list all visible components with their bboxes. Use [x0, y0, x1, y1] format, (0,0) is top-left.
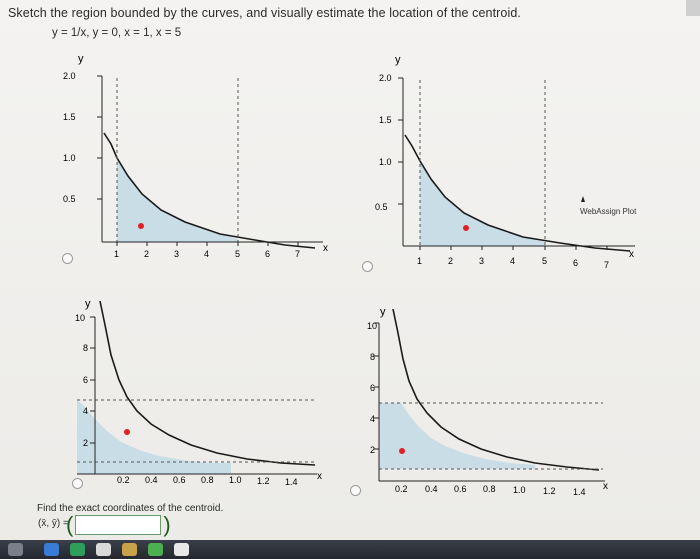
x-axis-label: x	[323, 243, 328, 254]
x-tick: 7	[604, 260, 609, 270]
webassign-watermark: WebAssign Plot	[580, 207, 637, 216]
close-paren: )	[163, 512, 171, 537]
x-tick: 0.2	[117, 475, 130, 485]
y-tick: 1.5	[63, 112, 76, 122]
x-tick: 1.0	[229, 475, 242, 485]
y-tick: 8	[83, 343, 88, 353]
taskbar-app-icon[interactable]	[70, 543, 85, 556]
x-tick: 1.4	[285, 477, 298, 487]
x-tick: 3	[479, 256, 484, 266]
y-tick: 8	[370, 352, 375, 362]
y-axis-label: y	[85, 298, 91, 310]
x-tick: 1.2	[543, 486, 556, 496]
taskbar-app-icon[interactable]	[44, 543, 59, 556]
x-tick: 4	[204, 249, 209, 259]
centroid-answer-group: ( )	[66, 512, 171, 538]
x-tick: 2	[448, 256, 453, 266]
open-paren: (	[66, 512, 74, 537]
x-tick: 0.2	[395, 484, 408, 494]
graph-c-svg: y x 10 8 6 4 2 0.2 0.4 0.6 0.8 1.0 1.2 1…	[75, 298, 322, 487]
equation-text: y = 1/x, y = 0, x = 1, x = 5	[52, 27, 182, 39]
y-axis-label: y	[78, 53, 84, 65]
cursor-icon	[581, 196, 585, 202]
y-tick: 1.0	[379, 157, 392, 167]
question-text: Sketch the region bounded by the curves,…	[8, 6, 521, 20]
x-tick: 4	[510, 256, 515, 266]
y-tick: 6	[370, 383, 375, 393]
x-tick: 0.8	[483, 484, 496, 494]
y-tick: 2.0	[63, 71, 76, 81]
x-tick: 1.0	[513, 485, 526, 495]
y-tick: 10	[367, 321, 377, 331]
x-tick: 0.6	[173, 475, 186, 485]
x-axis-label: x	[603, 481, 608, 492]
x-tick: 5	[235, 249, 240, 259]
centroid-dot	[463, 225, 469, 231]
x-tick: 3	[174, 249, 179, 259]
graph-b-svg: y x 2.0 1.5 1.0 0.5 1 2 3 4 5 6 7 WebAss…	[375, 54, 637, 270]
y-tick: 1.0	[63, 153, 76, 163]
y-tick: 0.5	[63, 194, 76, 204]
x-tick: 1.4	[573, 487, 586, 497]
x-tick: 1	[114, 249, 119, 259]
x-tick: 1	[417, 256, 422, 266]
centroid-dot	[399, 448, 405, 454]
y-tick: 2.0	[379, 73, 392, 83]
y-tick: 0.5	[375, 202, 388, 212]
y-tick: 6	[83, 375, 88, 385]
taskbar-app-icon[interactable]	[148, 543, 163, 556]
x-tick: 6	[573, 258, 578, 268]
y-tick: 10	[75, 313, 85, 323]
centroid-answer-input[interactable]	[75, 515, 162, 535]
x-tick: 0.4	[425, 484, 438, 494]
y-tick: 4	[370, 414, 375, 424]
centroid-coords-label: (x̄, ȳ) =	[38, 518, 69, 529]
x-tick: 1.2	[257, 476, 270, 486]
find-centroid-prompt: Find the exact coordinates of the centro…	[37, 503, 224, 514]
y-axis-label: y	[380, 306, 386, 318]
radio-option-b[interactable]	[362, 261, 373, 272]
graph-option-b[interactable]: y x 2.0 1.5 1.0 0.5 1 2 3 4 5 6 7 WebAss…	[355, 50, 655, 280]
graph-option-d[interactable]: y x 10 8 6 4 2 0.2 0.4 0.6 0.8 1.0 1.2 1…	[355, 303, 645, 508]
y-tick: 2	[370, 445, 375, 455]
x-tick: 0.8	[201, 475, 214, 485]
taskbar-app-icon[interactable]	[122, 543, 137, 556]
centroid-dot	[138, 223, 144, 229]
x-tick: 6	[265, 249, 270, 259]
x-tick: 0.4	[145, 475, 158, 485]
radio-option-c[interactable]	[72, 478, 83, 489]
x-tick: 5	[542, 256, 547, 266]
radio-option-d[interactable]	[350, 485, 361, 496]
centroid-dot	[124, 429, 130, 435]
y-tick: 2	[83, 438, 88, 448]
window-corner	[686, 0, 700, 16]
x-tick: 0.6	[454, 484, 467, 494]
y-tick: 4	[83, 406, 88, 416]
graph-a-svg: y x 2.0 1.5 1.0 0.5 1 2 3 4 5 6 7	[63, 53, 328, 259]
x-tick: 2	[144, 249, 149, 259]
x-axis-label: x	[317, 471, 322, 482]
graph-option-c[interactable]: y x 10 8 6 4 2 0.2 0.4 0.6 0.8 1.0 1.2 1…	[55, 295, 340, 500]
x-axis-label: x	[629, 249, 634, 260]
taskbar-app-icon[interactable]	[174, 543, 189, 556]
taskbar-app-icon[interactable]	[96, 543, 111, 556]
taskbar-app-icon[interactable]	[8, 543, 23, 556]
radio-option-a[interactable]	[62, 253, 73, 264]
y-axis-label: y	[395, 54, 401, 66]
graph-option-a[interactable]: y x 2.0 1.5 1.0 0.5 1 2 3 4 5 6 7	[55, 50, 340, 280]
graph-d-svg: y x 10 8 6 4 2 0.2 0.4 0.6 0.8 1.0 1.2 1…	[367, 306, 608, 497]
x-tick: 7	[295, 249, 300, 259]
y-tick: 1.5	[379, 115, 392, 125]
